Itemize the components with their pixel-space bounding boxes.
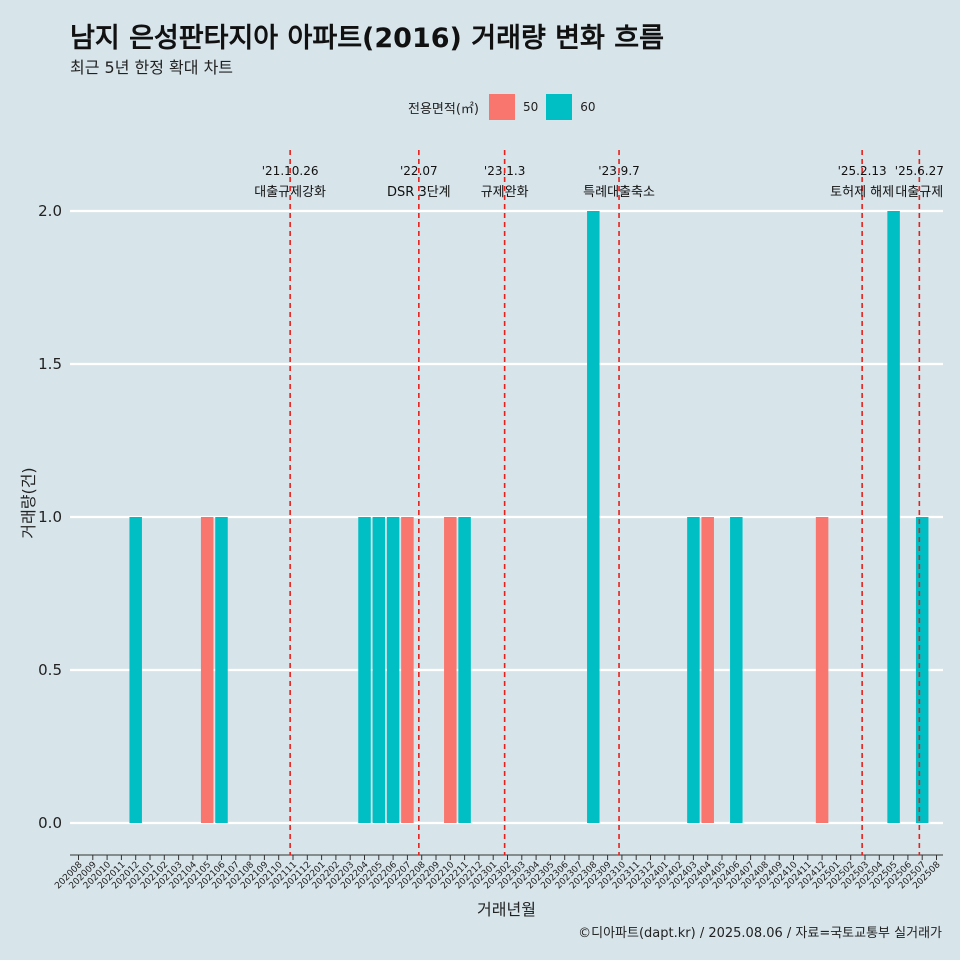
bar-202505-60 bbox=[887, 211, 900, 823]
bar-202211-60 bbox=[458, 517, 471, 823]
legend-title: 전용면적(㎡) bbox=[408, 101, 479, 117]
legend-label-50: 50 bbox=[522, 100, 539, 114]
event-date-label: '23.9.7 bbox=[598, 164, 639, 178]
bar-202210-50 bbox=[444, 517, 457, 823]
y-tick-label: 1.0 bbox=[38, 508, 62, 526]
bar-202507-60 bbox=[915, 517, 929, 823]
bar-202206-60 bbox=[386, 517, 400, 823]
event-name-label: 특례대출축소 bbox=[583, 185, 655, 200]
y-tick-label: 1.5 bbox=[38, 355, 62, 373]
chart-title: 남지 은성판타지아 아파트(2016) 거래량 변화 흐름 bbox=[70, 23, 664, 54]
event-name-label: 대출규제강화 bbox=[254, 185, 326, 200]
event-name-label: 규제완화 bbox=[481, 185, 529, 200]
event-date-label: '25.6.27 bbox=[895, 164, 944, 178]
y-tick-label: 0.0 bbox=[38, 814, 62, 832]
y-tick-label: 2.0 bbox=[38, 202, 62, 220]
event-date-label: '22.07 bbox=[400, 164, 438, 178]
event-date-label: '23.1.3 bbox=[484, 164, 525, 178]
legend-label-60: 60 bbox=[580, 100, 596, 114]
bar-202012-60 bbox=[129, 517, 142, 823]
chart-subtitle: 최근 5년 한정 확대 차트 bbox=[70, 58, 234, 77]
legend-swatch-50 bbox=[488, 94, 515, 120]
bar-202106-60 bbox=[215, 517, 228, 823]
y-axis-title: 거래량(건) bbox=[19, 467, 38, 538]
event-name-label: 토허제 해제 bbox=[830, 185, 894, 200]
bar-202204-60 bbox=[358, 517, 371, 823]
bar-202403-60 bbox=[687, 517, 700, 823]
bar-202404-50 bbox=[701, 517, 714, 823]
event-date-label: '25.2.13 bbox=[838, 164, 887, 178]
bar-202406-60 bbox=[730, 517, 743, 823]
event-date-label: '21.10.26 bbox=[262, 164, 319, 178]
event-name-label: 대출규제 bbox=[895, 185, 943, 200]
bar-202412-50 bbox=[815, 517, 829, 823]
bar-202105-50 bbox=[200, 517, 214, 823]
bar-202205-60 bbox=[372, 517, 386, 823]
x-axis-title: 거래년월 bbox=[477, 900, 536, 919]
source-caption: ©디아파트(dapt.kr) / 2025.08.06 / 자료=국토교통부 실… bbox=[578, 926, 942, 941]
event-name-label: DSR 3단계 bbox=[387, 185, 451, 200]
legend-swatch-60 bbox=[546, 94, 573, 120]
bar-202207-50 bbox=[401, 517, 414, 823]
y-tick-label: 0.5 bbox=[38, 661, 62, 679]
bar-202308-60 bbox=[587, 211, 600, 823]
legend: 전용면적(㎡) 50 60 bbox=[408, 93, 604, 121]
